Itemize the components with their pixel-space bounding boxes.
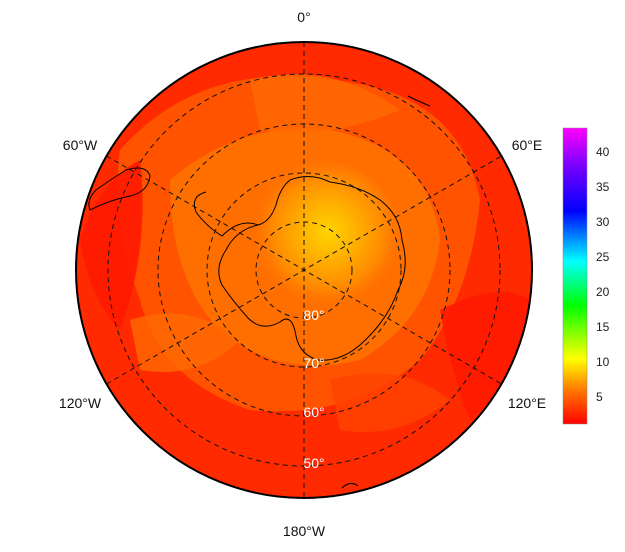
colorbar-tick-15: 15 [596,320,610,334]
colorbar-tick-10: 10 [596,355,610,369]
colorbar-frame [562,127,588,425]
lat-label-70: 70° [303,355,324,371]
new-zealand-coastline [341,482,359,489]
field-zone-south [330,373,450,432]
lat-label-60: 60° [303,404,324,420]
africa-tip-coastline [407,95,431,107]
antarctica-coastline [218,176,406,361]
colorbar-gradient [563,128,587,424]
field-zone-west [130,313,240,372]
field-max [240,160,400,320]
graticule [106,42,502,498]
south-america-coastline [88,167,151,211]
colorbar: 5 10 15 20 25 30 35 40 [562,127,610,425]
lat-label-50: 50° [303,455,324,471]
colorbar-tick-25: 25 [596,250,610,264]
colorbar-tick-35: 35 [596,180,610,194]
colorbar-tick-30: 30 [596,215,610,229]
meridian-120w-60e [106,155,502,385]
antarctic-peninsula-coastline [193,191,259,237]
field-patch-red-west [80,160,143,330]
map-border [75,41,533,499]
field-patch-red-east [440,292,530,420]
lat-circle-70 [206,172,402,368]
lon-label-60e: 60°E [512,137,543,153]
lon-label-120w: 120°W [59,395,102,411]
coastlines [88,95,431,489]
lon-label-180w: 180°W [283,523,326,539]
lon-label-60w: 60°W [63,137,98,153]
lon-label-0: 0° [297,9,310,25]
lon-label-120e: 120°E [508,395,546,411]
field-zone-north [250,74,400,133]
lat-label-80: 80° [303,307,324,323]
colorbar-tick-40: 40 [596,145,610,159]
colorbar-tick-5: 5 [596,390,603,404]
colorbar-tick-20: 20 [596,285,610,299]
